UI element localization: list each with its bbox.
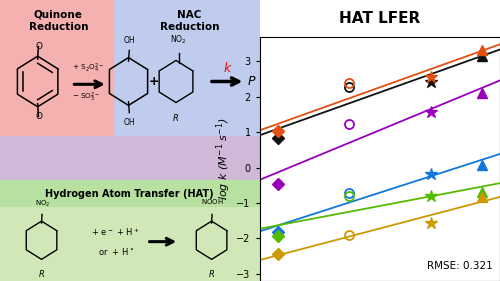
Text: $P$: $P$ [248, 75, 257, 88]
Text: OH: OH [124, 36, 136, 45]
Text: R: R [208, 270, 214, 279]
Text: NO$_2$: NO$_2$ [170, 33, 187, 46]
Text: R: R [38, 270, 44, 279]
Text: HAT LFER: HAT LFER [339, 11, 420, 26]
Text: NOOH$^\bullet$: NOOH$^\bullet$ [201, 197, 228, 207]
Text: or  + H$^\bullet$: or + H$^\bullet$ [98, 246, 134, 257]
FancyBboxPatch shape [114, 0, 264, 140]
Text: OH: OH [124, 118, 136, 127]
FancyBboxPatch shape [0, 207, 260, 281]
Text: NO$_2$: NO$_2$ [35, 199, 50, 209]
FancyBboxPatch shape [0, 0, 124, 140]
Text: + e$^-$ + H$^+$: + e$^-$ + H$^+$ [91, 226, 140, 238]
Text: RMSE: 0.321: RMSE: 0.321 [427, 261, 493, 271]
Text: +: + [149, 75, 160, 88]
Text: O: O [36, 112, 43, 121]
Text: R: R [173, 114, 179, 123]
FancyBboxPatch shape [0, 136, 260, 183]
FancyBboxPatch shape [0, 180, 262, 209]
Text: NAC
Reduction: NAC Reduction [160, 10, 220, 32]
Text: + S$_2$O$_4^{2-}$: + S$_2$O$_4^{2-}$ [72, 62, 104, 76]
Text: $k$: $k$ [222, 61, 232, 75]
Text: $-$ SO$_3^{2-}$: $-$ SO$_3^{2-}$ [72, 90, 101, 104]
Y-axis label: log $\mathit{k}$ (M$^{-1}$ s$^{-1}$): log $\mathit{k}$ (M$^{-1}$ s$^{-1}$) [215, 117, 234, 200]
Text: Quinone
Reduction: Quinone Reduction [28, 10, 88, 32]
Text: O: O [36, 42, 43, 51]
Text: Hydrogen Atom Transfer (HAT): Hydrogen Atom Transfer (HAT) [46, 189, 214, 199]
